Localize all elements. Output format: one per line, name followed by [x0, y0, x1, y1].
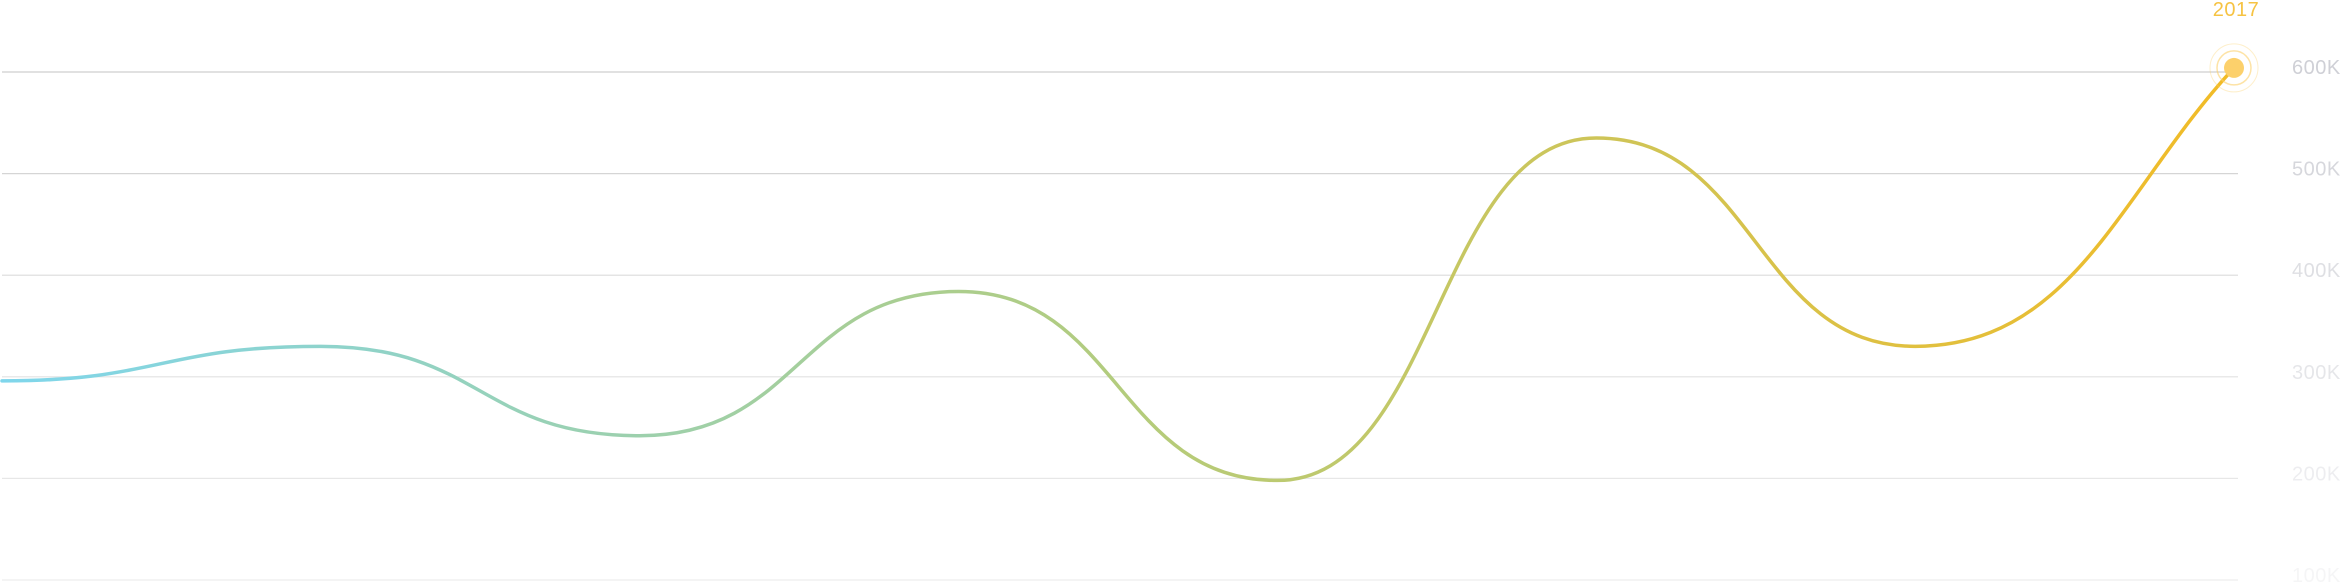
y-tick-label: 400K — [2292, 260, 2341, 282]
y-tick-label: 200K — [2292, 463, 2341, 485]
highlight-marker[interactable]: 2017 — [2209, 0, 2260, 93]
y-tick-label: 600K — [2292, 57, 2341, 79]
gridlines — [2, 71, 2238, 581]
highlight-ring-inner — [2216, 50, 2252, 86]
y-tick-label: 500K — [2292, 159, 2341, 181]
y-tick-label: 300K — [2292, 362, 2341, 384]
highlight-ring-outer — [2209, 43, 2259, 93]
y-tick-label: 100K — [2292, 565, 2341, 586]
highlight-point[interactable] — [2224, 57, 2244, 78]
highlight-label: 2017 — [2213, 0, 2260, 21]
series-line — [0, 66, 2236, 483]
y-axis-tick-labels: 600K 500K 400K 300K 200K 100K — [2292, 57, 2341, 586]
